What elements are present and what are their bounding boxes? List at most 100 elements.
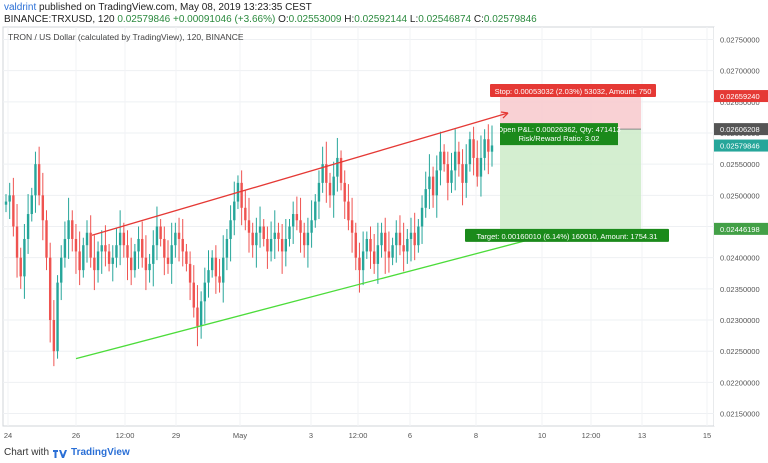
candle-body (210, 257, 214, 271)
x-tick-label: 12:00 (349, 431, 368, 440)
candle-body (358, 257, 361, 271)
time-axis[interactable]: 24 26 12:00 29 May 3 12:00 6 8 10 12:00 13 15 (4, 431, 711, 440)
x-tick-label: 29 (172, 431, 180, 440)
candle-body (343, 182, 346, 202)
candle-body (391, 245, 394, 258)
candle-body (465, 164, 468, 183)
candle-body (479, 157, 483, 177)
price-badge (714, 139, 768, 152)
candle-body (41, 195, 45, 221)
candle-body (369, 238, 372, 252)
candle-body (354, 232, 357, 258)
candle-body (196, 307, 199, 327)
y-tick-label: 0.02550000 (720, 160, 760, 169)
candle-body (487, 139, 490, 152)
x-tick-label: 15 (703, 431, 711, 440)
candle-body (85, 232, 89, 246)
candle-body (284, 238, 288, 252)
x-tick-label: 8 (474, 431, 478, 440)
candle-body (56, 282, 59, 352)
footer-brand[interactable]: TradingView (71, 447, 130, 458)
target-label-bg (465, 228, 669, 242)
candle-body (339, 157, 343, 183)
candle-body (303, 232, 306, 246)
candle-body (222, 257, 225, 283)
last-price: 0.02579846 (117, 14, 171, 25)
x-tick-label: 10 (538, 431, 546, 440)
stop-label: Stop: 0.00053032 (2.03%) 53032, Amount: … (495, 87, 652, 96)
candle-body (398, 232, 402, 246)
candle-body (317, 182, 321, 202)
candle-body (74, 238, 78, 252)
candle-body (45, 220, 48, 258)
lower-channel-line (75, 232, 557, 360)
price-badge-label: 0.02659240 (720, 92, 760, 101)
position-tool[interactable] (500, 96, 641, 229)
candle-body (170, 245, 173, 264)
candle-body (310, 220, 313, 233)
y-tick-label: 0.02750000 (720, 35, 760, 44)
candle-body (442, 151, 446, 165)
author-link[interactable]: valdrint (4, 2, 37, 13)
candle-body (60, 257, 63, 283)
candle-body (233, 201, 236, 221)
candle-body (148, 263, 151, 271)
candle-body (372, 251, 376, 264)
low-label: L: (409, 14, 419, 25)
candle-body (413, 232, 416, 246)
tradingview-logo-icon (53, 449, 68, 458)
price-axis[interactable]: 0.027500000.027000000.026500000.02600000… (714, 27, 768, 426)
x-tick-label: 24 (4, 431, 12, 440)
candle-body (203, 282, 207, 302)
candle-body (328, 182, 332, 196)
y-tick-label: 0.02650000 (720, 98, 760, 107)
candle-body (177, 232, 181, 239)
x-tick-label: 26 (72, 431, 80, 440)
candle-body (96, 251, 100, 271)
candle-body (273, 232, 276, 239)
x-tick-label: May (233, 431, 247, 440)
candle-body (446, 164, 450, 183)
low-value: 0.02546874 (418, 14, 472, 25)
candle-body (63, 238, 67, 258)
candle-body (262, 226, 265, 239)
open-value: 0.02553009 (288, 14, 342, 25)
candle-body (269, 238, 273, 252)
rr-label: Risk/Reward Ratio: 3.02 (519, 134, 600, 143)
candle-body (420, 207, 424, 227)
candle-body (37, 164, 41, 196)
candle-body (336, 157, 339, 177)
candle-body (483, 139, 486, 158)
y-tick-label: 0.02200000 (720, 378, 760, 387)
price-badge-label: 0.02446198 (720, 225, 760, 234)
candle-body (255, 232, 258, 246)
candle-body (126, 245, 129, 258)
candle-body (214, 257, 218, 277)
candle-body (468, 139, 472, 165)
candle-body (365, 238, 369, 252)
candle-body (34, 164, 37, 196)
candle-body (247, 220, 251, 233)
target-zone (500, 129, 641, 229)
high-value: 0.02592144 (354, 14, 408, 25)
close-label: C: (473, 14, 484, 25)
price-badge-label: 0.02579846 (720, 142, 760, 151)
candle-body (8, 195, 11, 202)
candle-body (144, 257, 148, 271)
x-tick-label: 12:00 (116, 431, 135, 440)
y-tick-label: 0.02300000 (720, 316, 760, 325)
target-label: Target: 0.00160010 (6.14%) 160010, Amoun… (477, 232, 658, 241)
candle-body (93, 257, 96, 271)
candle-body (387, 251, 391, 258)
candle-body (380, 232, 383, 246)
candle-body (347, 201, 350, 221)
candle-body (402, 245, 405, 252)
candle-body (361, 251, 365, 271)
candle-body (266, 238, 269, 252)
candle-body (431, 176, 435, 196)
candle-body (277, 232, 280, 239)
candle-body (453, 151, 457, 171)
candle-body (107, 251, 111, 264)
candle-body (163, 238, 166, 258)
